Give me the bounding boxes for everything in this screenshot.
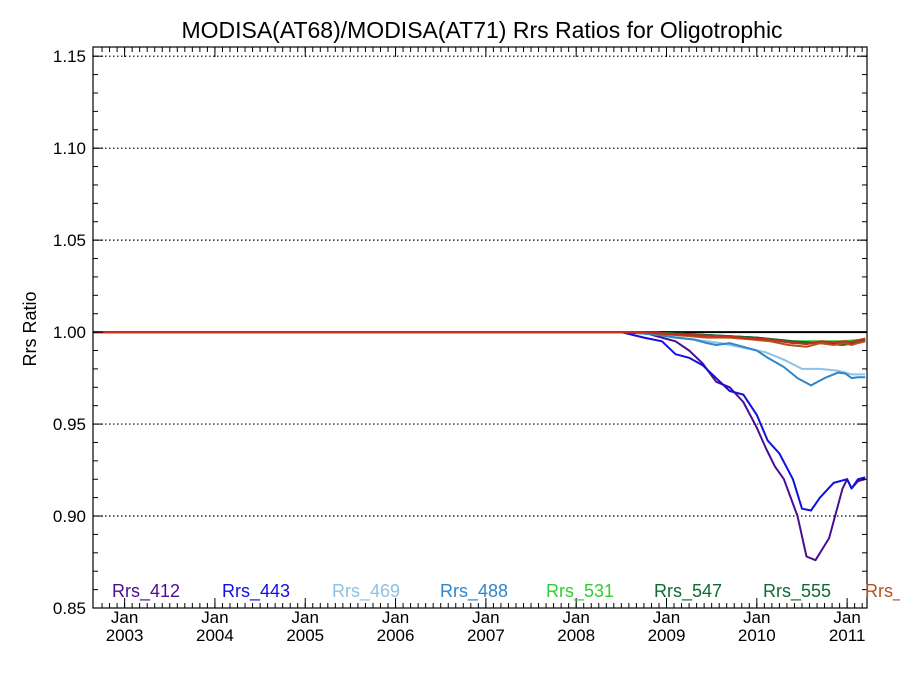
x-tick-year: 2005 (286, 626, 324, 645)
y-tick-label: 1.15 (53, 47, 86, 66)
x-tick-month: Jan (833, 608, 860, 627)
x-tick-month: Jan (562, 608, 589, 627)
x-tick-year: 2011 (829, 626, 866, 645)
legend-label: Rrs_547 (654, 581, 722, 602)
series-line (93, 331, 866, 387)
x-tick-month: Jan (292, 608, 319, 627)
legend-label: Rrs_412 (112, 581, 180, 602)
x-tick-year: 2003 (106, 626, 144, 645)
x-tick-year: 2008 (557, 626, 595, 645)
legend-label: Rrs_555 (763, 581, 831, 602)
y-tick-label: 0.85 (53, 599, 86, 618)
y-tick-label: 1.10 (53, 139, 86, 158)
legend: Rrs_412 Rrs_443 Rrs_469 Rrs_488 Rrs_531 Rrs_5… (112, 581, 900, 602)
y-axis-label: Rrs Ratio (20, 291, 40, 366)
x-tick-month: Jan (111, 608, 138, 627)
y-tick-label: 0.95 (53, 415, 86, 434)
series-line (93, 331, 866, 512)
gridlines (93, 55, 867, 517)
y-tick-label: 1.05 (53, 231, 86, 250)
legend-label: Rrs_443 (222, 581, 290, 602)
x-tick-month: Jan (382, 608, 409, 627)
series-lines (93, 331, 867, 562)
y-tick-labels: 0.85 0.90 0.95 1.00 1.05 1.10 1.15 (53, 47, 86, 618)
series-line (93, 331, 866, 346)
chart-title: MODISA(AT68)/MODISA(AT71) Rrs Ratios for… (181, 17, 782, 43)
legend-label: Rrs_ (865, 581, 900, 602)
x-tick-year: 2004 (196, 626, 234, 645)
x-tick-year: 2007 (467, 626, 505, 645)
plot-frame (92, 46, 868, 609)
x-tick-month: Jan (743, 608, 770, 627)
y-tick-label: 1.00 (53, 323, 86, 342)
x-tick-year: 2010 (738, 626, 776, 645)
legend-label: Rrs_488 (440, 581, 508, 602)
legend-label: Rrs_469 (332, 581, 400, 602)
legend-label: Rrs_531 (546, 581, 614, 602)
series-line (93, 331, 866, 562)
x-tick-labels: Jan2003Jan2004Jan2005Jan2006Jan2007Jan20… (106, 608, 866, 645)
x-tick-month: Jan (472, 608, 499, 627)
y-tick-label: 0.90 (53, 507, 86, 526)
x-tick-month: Jan (653, 608, 680, 627)
x-tick-year: 2006 (377, 626, 415, 645)
series-line (93, 331, 866, 348)
x-tick-year: 2009 (648, 626, 686, 645)
axes (92, 46, 868, 609)
x-tick-month: Jan (201, 608, 228, 627)
